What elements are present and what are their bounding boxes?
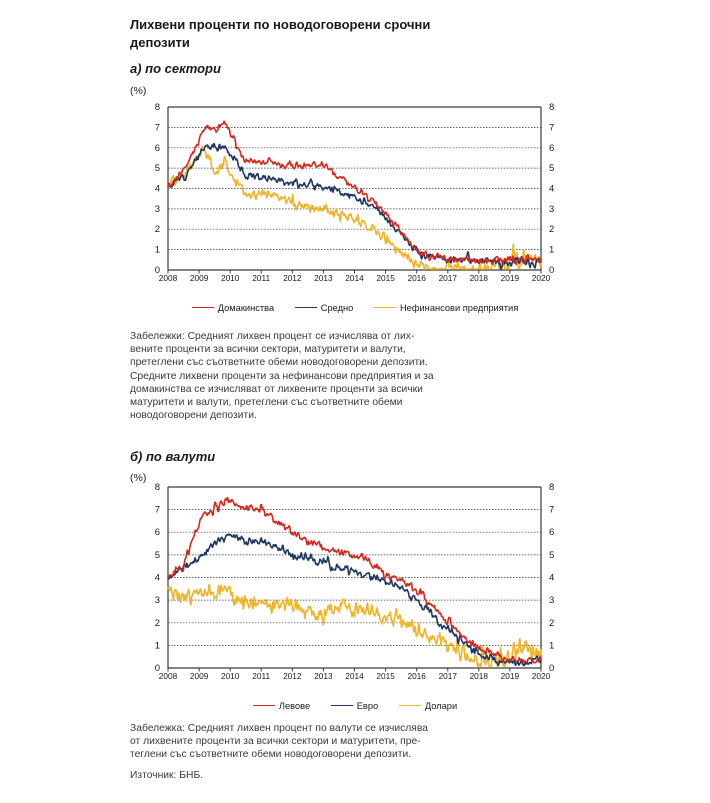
svg-text:2008: 2008 [159,671,178,681]
svg-text:2017: 2017 [439,671,458,681]
svg-text:2019: 2019 [501,671,520,681]
svg-text:2012: 2012 [283,671,302,681]
svg-text:8: 8 [155,482,160,493]
svg-text:6: 6 [549,527,554,538]
svg-text:2015: 2015 [376,671,395,681]
svg-text:2018: 2018 [470,671,489,681]
svg-text:2: 2 [549,618,554,629]
svg-text:2009: 2009 [190,671,209,681]
svg-text:7: 7 [549,505,554,516]
svg-text:7: 7 [155,505,160,516]
svg-text:2016: 2016 [407,671,426,681]
svg-text:3: 3 [155,595,160,606]
svg-text:2011: 2011 [252,671,270,681]
svg-text:5: 5 [155,550,160,561]
svg-text:2010: 2010 [221,671,240,681]
svg-text:8: 8 [549,482,554,493]
svg-text:4: 4 [155,573,160,584]
svg-text:2: 2 [155,618,160,629]
svg-text:6: 6 [155,527,160,538]
svg-text:2014: 2014 [345,671,364,681]
svg-text:4: 4 [549,573,554,584]
svg-text:2013: 2013 [314,671,333,681]
svg-text:3: 3 [549,595,554,606]
svg-text:2020: 2020 [532,671,551,681]
svg-text:1: 1 [549,640,554,651]
svg-text:5: 5 [549,550,554,561]
svg-text:1: 1 [155,640,160,651]
